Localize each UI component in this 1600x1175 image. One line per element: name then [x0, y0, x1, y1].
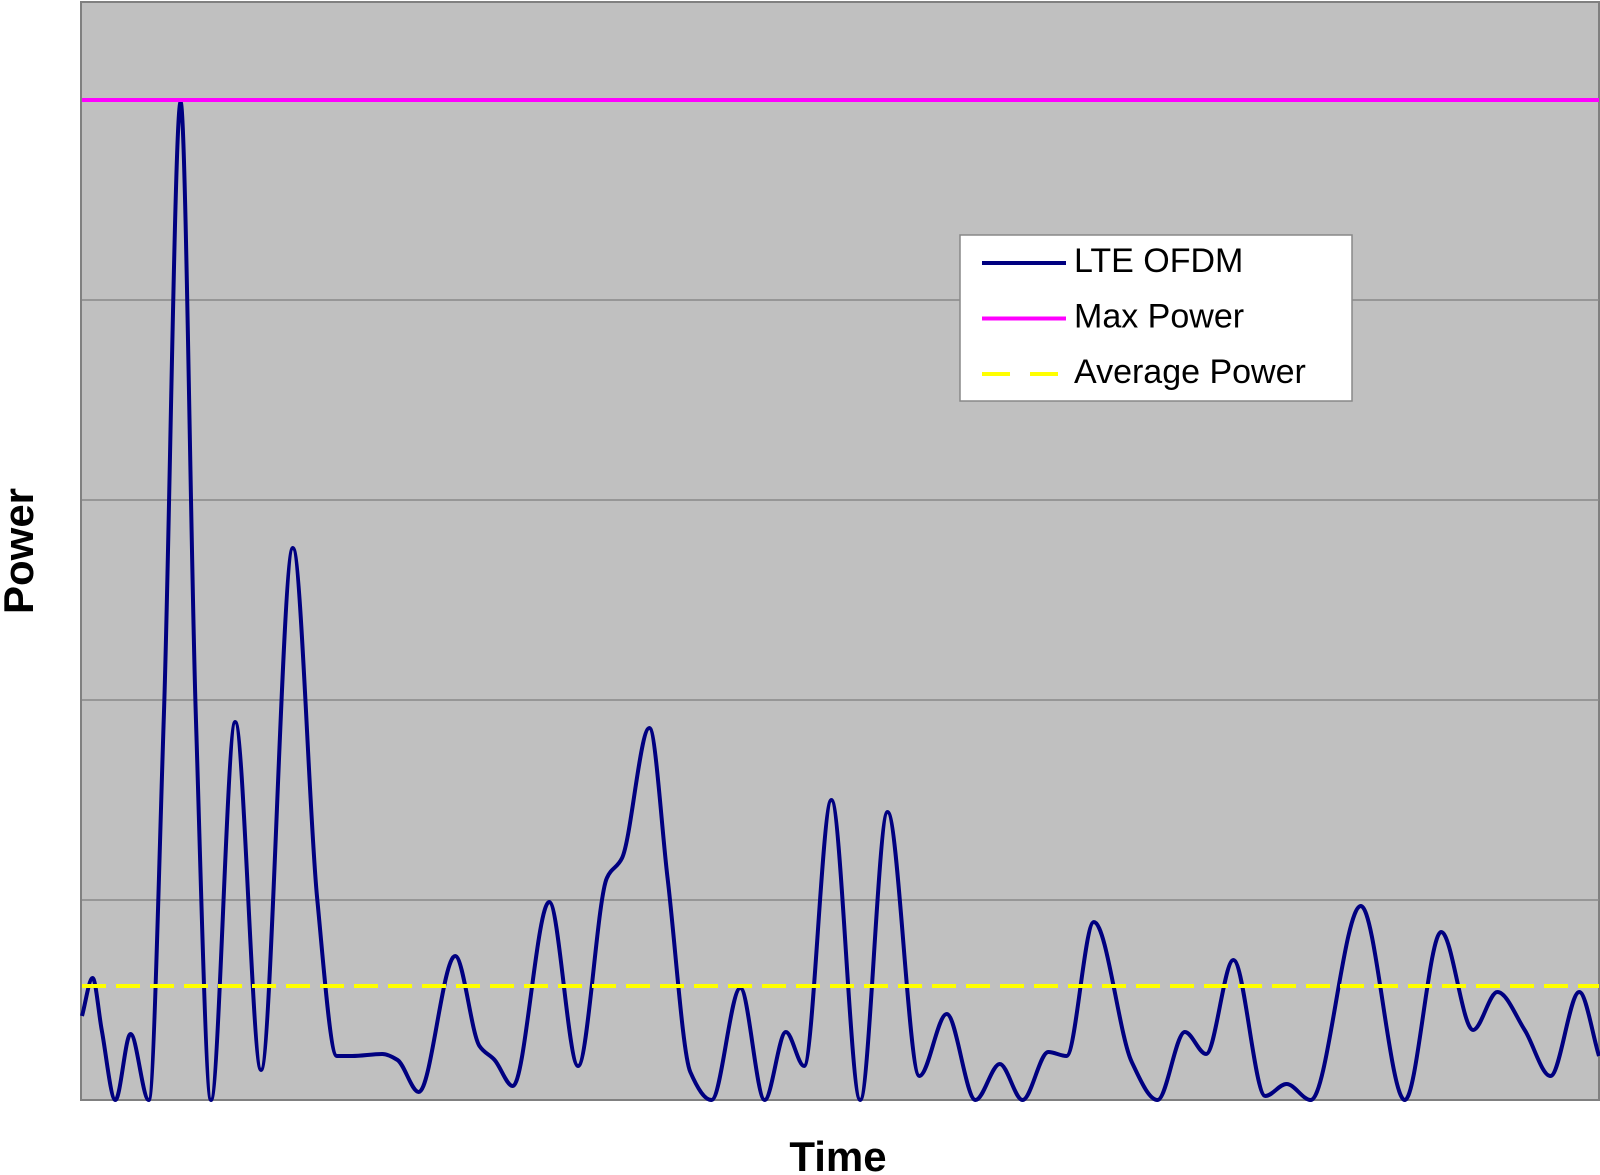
legend-label: Average Power [1074, 353, 1306, 391]
legend-label: Max Power [1074, 297, 1244, 335]
y-axis-title: Power [0, 488, 42, 614]
x-axis-title: Time [789, 1133, 886, 1175]
legend-label: LTE OFDM [1074, 242, 1243, 280]
plot-area [80, 1, 1600, 1101]
data-line [80, 100, 1600, 1102]
